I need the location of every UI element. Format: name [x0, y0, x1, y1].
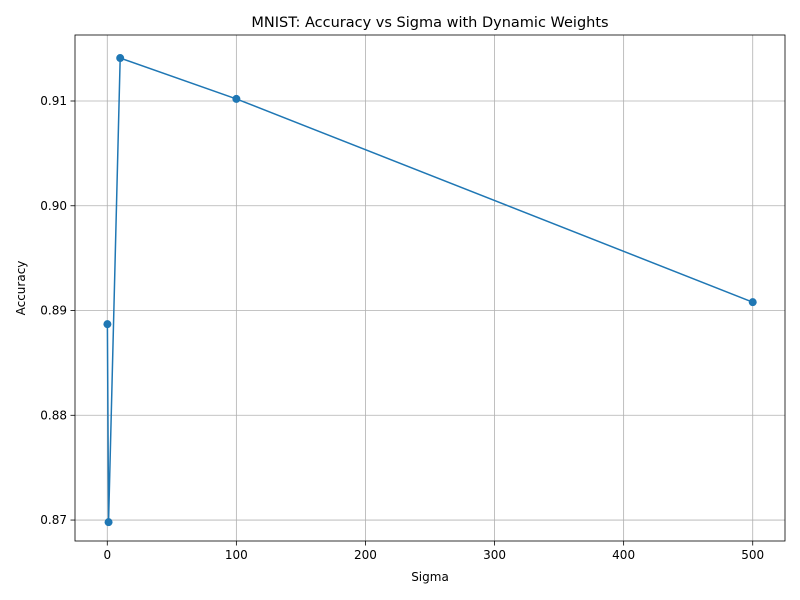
y-tick-label: 0.91: [40, 94, 67, 108]
x-tick-label: 300: [483, 548, 506, 562]
data-point: [232, 94, 241, 103]
y-tick-label: 0.87: [40, 513, 67, 527]
x-tick-label: 200: [354, 548, 377, 562]
x-axis-ticks: 0 100 200 300 400 500: [103, 541, 764, 562]
y-axis-label: Accuracy: [14, 261, 28, 316]
data-point: [748, 298, 757, 307]
grid-lines: [75, 35, 785, 541]
series-layer: [103, 54, 757, 527]
y-tick-label: 0.88: [40, 408, 67, 422]
y-tick-label: 0.90: [40, 199, 67, 213]
chart-title: MNIST: Accuracy vs Sigma with Dynamic We…: [251, 15, 608, 31]
x-tick-label: 100: [225, 548, 248, 562]
x-tick-label: 500: [741, 548, 764, 562]
y-tick-label: 0.89: [40, 304, 67, 318]
y-axis-ticks: 0.87 0.88 0.89 0.90 0.91: [40, 94, 75, 527]
axes-frame: [74, 34, 786, 542]
data-point: [104, 518, 113, 527]
x-axis-label: Sigma: [411, 570, 449, 584]
x-tick-label: 400: [612, 548, 635, 562]
x-tick-label: 0: [103, 548, 111, 562]
data-point: [103, 320, 112, 329]
data-point: [116, 54, 125, 63]
